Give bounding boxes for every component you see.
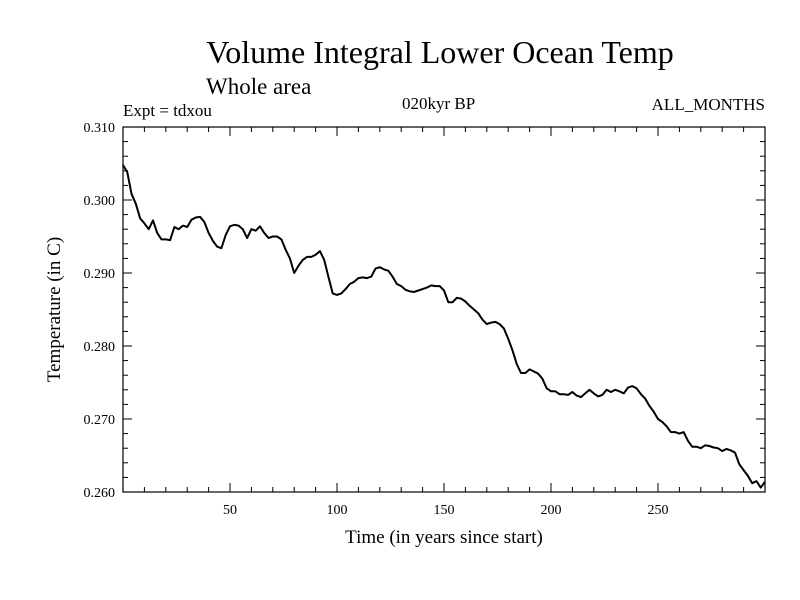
x-tick-label: 150 [434,503,455,518]
period-label: 020kyr BP [402,94,476,113]
y-tick-label: 0.280 [84,340,116,355]
y-axis-label: Temperature (in C) [44,237,65,382]
experiment-label: Expt = tdxou [123,101,212,120]
chart-title: Volume Integral Lower Ocean Temp [206,34,674,70]
axis-ticks [123,126,765,493]
y-tick-label: 0.310 [84,121,116,136]
y-tick-label: 0.260 [84,486,116,501]
x-tick-label: 250 [648,503,669,518]
series-line [122,164,766,489]
chart-subtitle: Whole area [206,74,312,99]
x-tick-label: 200 [541,503,562,518]
months-label: ALL_MONTHS [651,95,765,114]
plot-frame [122,126,766,493]
y-tick-label: 0.270 [84,413,116,428]
x-axis-label: Time (in years since start) [345,527,543,548]
x-tick-label: 50 [223,503,237,518]
y-tick-label: 0.290 [84,267,116,282]
axis-tick-labels: 50 100 150 200 250 0.260 0.270 0.280 0.290 0.300 0… [84,121,669,518]
x-tick-label: 100 [327,503,348,518]
y-tick-label: 0.300 [84,194,116,209]
